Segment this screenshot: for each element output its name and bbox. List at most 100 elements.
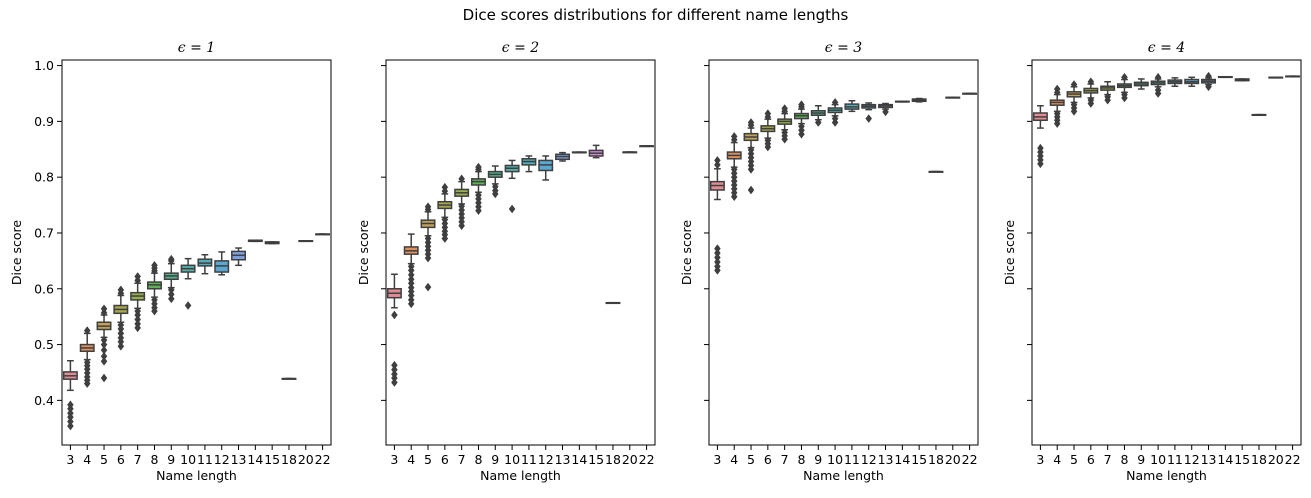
x-tick-label: 14 bbox=[247, 452, 263, 467]
y-tick-label: 0.8 bbox=[34, 170, 54, 185]
x-tick-label: 18 bbox=[928, 452, 944, 467]
x-tick-label: 13 bbox=[1201, 452, 1217, 467]
x-tick-label: 18 bbox=[605, 452, 621, 467]
x-tick-label: 14 bbox=[894, 452, 910, 467]
x-tick-label: 10 bbox=[504, 452, 520, 467]
x-tick-label: 6 bbox=[441, 452, 449, 467]
x-tick-label: 13 bbox=[555, 452, 571, 467]
x-tick-label: 6 bbox=[764, 452, 772, 467]
x-tick-label: 15 bbox=[588, 452, 604, 467]
x-tick-label: 13 bbox=[231, 452, 247, 467]
x-tick-label: 3 bbox=[66, 452, 74, 467]
box-outlier bbox=[1087, 99, 1095, 108]
x-tick-label: 10 bbox=[1150, 452, 1166, 467]
box-outlier bbox=[1121, 72, 1128, 82]
x-tick-label: 6 bbox=[1087, 452, 1095, 467]
box-outlier bbox=[151, 260, 158, 270]
x-tick-label: 13 bbox=[878, 452, 894, 467]
box-outlier bbox=[1154, 89, 1162, 98]
x-tick-label: 12 bbox=[214, 452, 230, 467]
x-tick-label: 18 bbox=[281, 452, 297, 467]
box-outlier bbox=[730, 132, 738, 141]
x-tick-label: 22 bbox=[639, 452, 655, 467]
box-outlier bbox=[814, 118, 822, 127]
box-outlier bbox=[475, 162, 482, 172]
box-outlier bbox=[764, 109, 772, 118]
y-axis-label: Dice score bbox=[1002, 220, 1017, 286]
box-outlier bbox=[747, 164, 755, 174]
box-outlier bbox=[747, 185, 755, 195]
box-outlier bbox=[831, 118, 839, 127]
box-outlier bbox=[781, 104, 788, 113]
box-outlier bbox=[100, 373, 108, 383]
x-tick-label: 3 bbox=[390, 452, 398, 467]
box-outlier bbox=[100, 304, 108, 314]
box-outlier bbox=[441, 182, 449, 192]
box-outlier bbox=[1121, 93, 1128, 103]
panel-title: ϵ = 4 bbox=[1148, 40, 1185, 56]
box-outlier bbox=[1104, 95, 1111, 105]
x-tick-label: 7 bbox=[134, 452, 142, 467]
box-outlier bbox=[1205, 82, 1212, 92]
x-tick-label: 22 bbox=[962, 452, 978, 467]
y-axis-label: Dice score bbox=[356, 220, 371, 286]
box-outlier bbox=[1154, 72, 1162, 82]
box-outlier bbox=[1070, 106, 1078, 116]
box-outlier bbox=[730, 192, 738, 202]
x-tick-label: 20 bbox=[622, 452, 638, 467]
x-tick-label: 15 bbox=[911, 452, 927, 467]
box-outlier bbox=[134, 323, 141, 333]
box-outlier bbox=[424, 253, 432, 263]
x-tick-label: 6 bbox=[117, 452, 125, 467]
y-axis-label: Dice score bbox=[679, 220, 694, 286]
box-outlier bbox=[167, 294, 175, 304]
box-outlier bbox=[184, 301, 192, 310]
box-outlier bbox=[151, 306, 158, 316]
box-outlier bbox=[1070, 80, 1078, 89]
box-outlier bbox=[764, 142, 772, 152]
panel-title: ϵ = 3 bbox=[825, 40, 862, 56]
x-tick-label: 3 bbox=[1036, 452, 1044, 467]
x-axis-label: Name length bbox=[480, 468, 561, 483]
box-outlier bbox=[67, 421, 74, 431]
panel-title: ϵ = 2 bbox=[502, 40, 539, 56]
box-outlier bbox=[714, 265, 721, 275]
box-outlier bbox=[424, 202, 432, 212]
x-tick-label: 12 bbox=[861, 452, 877, 467]
box-outlier bbox=[865, 114, 873, 124]
plot-frame bbox=[708, 59, 979, 446]
box-outlier bbox=[508, 204, 516, 214]
box-outlier bbox=[1053, 84, 1061, 94]
y-tick-label: 0.9 bbox=[34, 114, 54, 129]
x-tick-label: 12 bbox=[1184, 452, 1200, 467]
figure-title: Dice scores distributions for different … bbox=[462, 6, 849, 24]
box-outlier bbox=[100, 356, 108, 366]
x-tick-label: 20 bbox=[1268, 452, 1284, 467]
x-axis-label: Name length bbox=[1126, 468, 1207, 483]
box-outlier bbox=[458, 174, 465, 184]
panel-title: ϵ = 1 bbox=[178, 40, 215, 56]
x-tick-label: 4 bbox=[1053, 452, 1061, 467]
box-outlier bbox=[407, 299, 415, 309]
x-tick-label: 15 bbox=[1234, 452, 1250, 467]
box-outlier bbox=[831, 97, 839, 107]
x-axis-label: Name length bbox=[156, 468, 237, 483]
box-outlier bbox=[441, 234, 449, 243]
box-outlier bbox=[882, 107, 889, 117]
x-tick-label: 9 bbox=[491, 452, 499, 467]
y-tick-label: 0.4 bbox=[34, 393, 54, 408]
plot-frame bbox=[385, 59, 656, 446]
box-outlier bbox=[167, 254, 175, 264]
x-tick-label: 8 bbox=[150, 452, 158, 467]
box-outlier bbox=[117, 341, 125, 351]
y-tick-label: 1.0 bbox=[34, 58, 54, 73]
x-tick-label: 20 bbox=[945, 452, 961, 467]
x-tick-label: 12 bbox=[538, 452, 554, 467]
x-tick-label: 11 bbox=[1167, 452, 1183, 467]
x-tick-label: 14 bbox=[571, 452, 587, 467]
x-tick-label: 5 bbox=[100, 452, 108, 467]
box-outlier bbox=[714, 156, 721, 165]
box-outlier bbox=[491, 189, 499, 199]
box-outlier bbox=[83, 326, 91, 336]
